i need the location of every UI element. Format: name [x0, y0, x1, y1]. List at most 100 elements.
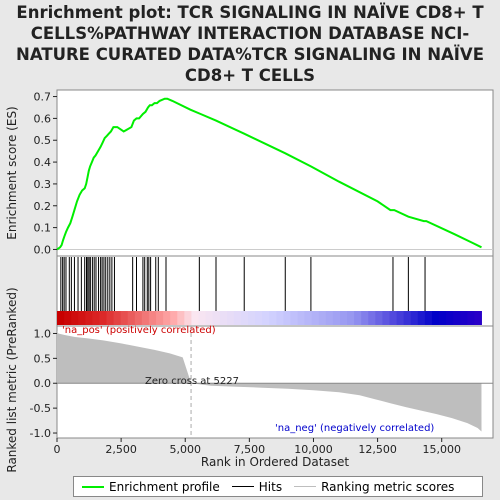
rank-band-segment: [226, 311, 235, 325]
rank-band-segment: [233, 311, 242, 325]
rank-band-segment: [127, 311, 136, 325]
xtick-label: 2,500: [105, 443, 137, 456]
rank-band-segment: [382, 311, 390, 325]
rank-band-segment: [460, 311, 468, 325]
rank-band-segment: [205, 311, 214, 325]
rank-band-segment: [240, 311, 249, 325]
rank-band-segment: [148, 311, 157, 325]
enrichment-profile-line: [56, 97, 482, 251]
rank-band-segment: [269, 311, 277, 325]
rank-band-segment: [431, 311, 440, 325]
rank-band-segment: [311, 311, 320, 325]
xtick-label: 7,500: [234, 443, 266, 456]
rank-band-segment: [304, 311, 313, 325]
es-ytick-label: 0.4: [34, 156, 52, 169]
rank-band-segment: [283, 311, 291, 325]
xlabel: Rank in Ordered Dataset: [201, 455, 349, 469]
es-ytick-label: 0.2: [34, 200, 52, 213]
rank-band-segment: [255, 311, 263, 325]
chart-title: Enrichment plot: TCR SIGNALING IN NAÏVE …: [16, 3, 484, 85]
es-ylabel: Enrichment score (ES): [5, 106, 19, 239]
rank-band-segment: [410, 311, 419, 325]
rank-band-segment: [64, 311, 72, 325]
metric-swatch: [294, 486, 317, 487]
legend: Enrichment profile Hits Ranking metric s…: [73, 476, 483, 497]
xtick-label: 0: [54, 443, 61, 456]
rank-band-segment: [184, 311, 192, 325]
es-panel: [56, 89, 494, 257]
rank-band-segment: [467, 311, 475, 325]
hits-line-swatch: [231, 486, 254, 487]
rank-band-segment: [120, 311, 129, 325]
rank-band-segment: [325, 311, 334, 325]
es-ytick-label: 0.1: [34, 222, 52, 235]
xtick-label: 15,000: [422, 443, 461, 456]
legend-enrichment-label: Enrichment profile: [109, 479, 220, 494]
rank-band-segment: [403, 311, 412, 325]
rank-band-segment: [113, 311, 122, 325]
rank-band-segment: [332, 311, 341, 325]
rank-band-segment: [106, 311, 115, 325]
rank-band-segment: [99, 311, 108, 325]
rank-band-segment: [424, 311, 433, 325]
rank-band-segment: [177, 311, 185, 325]
rank-band-segment: [262, 311, 270, 325]
rank-band-segment: [71, 311, 79, 325]
rank-band-segment: [318, 311, 327, 325]
rank-band-segment: [198, 311, 207, 325]
rank-band-segment: [375, 311, 383, 325]
rank-band-segment: [347, 311, 355, 325]
rank-band-segment: [78, 311, 86, 325]
rank-band-segment: [297, 311, 306, 325]
es-ytick-label: 0.6: [34, 112, 52, 125]
rank-band-segment: [339, 311, 348, 325]
rank-band-segment: [361, 311, 369, 325]
rank-band-segment: [156, 311, 164, 325]
legend-metric: Ranking metric scores: [294, 480, 454, 494]
metric-ylabel: Ranked list metric (PreRanked): [5, 287, 19, 472]
rank-band-segment: [396, 311, 405, 325]
enrichment-line-swatch: [82, 485, 104, 488]
es-ytick-label: 0.5: [34, 134, 52, 147]
rank-band-segment: [248, 311, 256, 325]
xtick-label: 10,000: [294, 443, 333, 456]
rank-band-segment: [141, 311, 150, 325]
rank-band-segment: [134, 311, 143, 325]
rank-band-segment: [290, 311, 299, 325]
metric-ytick-label: 1.0: [34, 327, 52, 340]
metric-ytick-label: 0.5: [34, 352, 52, 365]
rank-band-segment: [389, 311, 398, 325]
rank-band-segment: [439, 311, 447, 325]
metric-ytick-label: -1.0: [30, 427, 51, 440]
es-ytick-label: 0.3: [34, 178, 52, 191]
metric-ytick-label: -0.5: [30, 402, 51, 415]
xtick-label: 5,000: [169, 443, 201, 456]
rank-band-segment: [453, 311, 461, 325]
rank-band-segment: [163, 311, 171, 325]
rank-band-segment: [170, 311, 178, 325]
zero-cross-label: Zero cross at 5227: [145, 376, 239, 387]
xtick-label: 12,500: [358, 443, 397, 456]
rank-band-segment: [219, 311, 228, 325]
rank-band-segment: [368, 311, 376, 325]
rank-band-segment: [417, 311, 426, 325]
rank-band-segment: [354, 311, 362, 325]
rank-band-segment: [276, 311, 284, 325]
legend-hits: Hits: [231, 479, 283, 494]
rank-band-segment: [57, 311, 65, 325]
neg-label: 'na_neg' (negatively correlated): [275, 423, 434, 434]
es-ytick-label: 0.0: [34, 243, 52, 256]
rank-band-segment: [212, 311, 221, 325]
rank-band-segment: [85, 311, 93, 325]
legend-hits-label: Hits: [258, 479, 283, 494]
legend-enrichment: Enrichment profile: [82, 480, 220, 494]
rank-band-segment: [474, 311, 482, 325]
metric-ytick-label: 0.0: [34, 377, 52, 390]
es-ytick-label: 0.7: [34, 91, 52, 104]
rank-band-segment: [191, 311, 199, 325]
rank-band-segment: [446, 311, 454, 325]
legend-metric-label: Ranking metric scores: [321, 479, 455, 494]
ranking-metric-area: [57, 331, 482, 432]
rank-band-segment: [92, 311, 100, 325]
